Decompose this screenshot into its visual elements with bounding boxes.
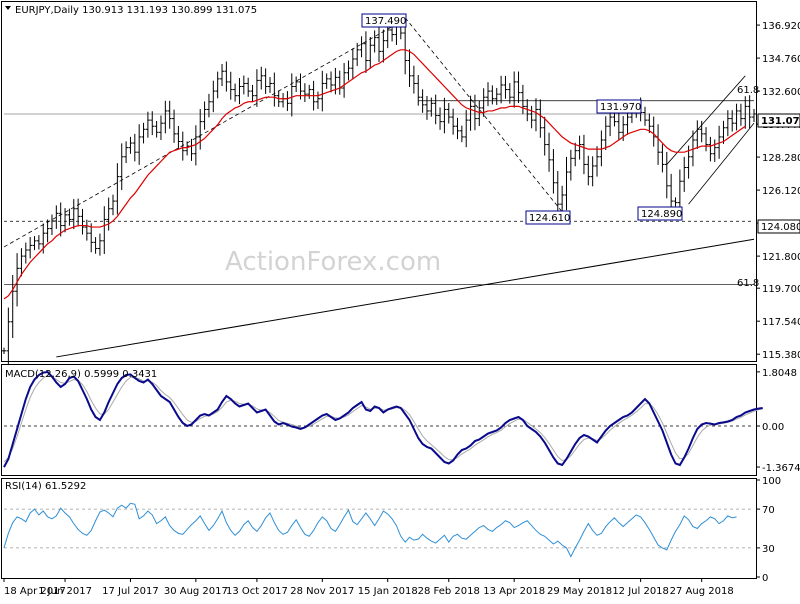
x-axis-label: 30 Aug 2017 <box>164 586 228 597</box>
channel-upper <box>666 75 746 165</box>
price-panel-title: EURJPY,Daily 130.913 131.193 130.899 131… <box>15 5 257 16</box>
annotation-137490: 137.490 <box>365 16 406 27</box>
dropdown-triangle-icon <box>5 6 11 10</box>
price-axis-label: 115.380 <box>762 350 800 361</box>
annotation-131970: 131.970 <box>600 102 641 113</box>
x-axis-label: 27 Aug 2018 <box>670 586 734 597</box>
x-axis-label: 13 Oct 2017 <box>226 586 288 597</box>
macd-axis-label: 1.8048 <box>762 368 797 379</box>
price-axis-label: 136.920 <box>762 21 800 32</box>
level-price-box <box>757 219 800 234</box>
price-axis-label: 128.280 <box>762 153 800 164</box>
fib-label-upper: 61.8 <box>737 85 759 96</box>
x-axis-label: 13 Apr 2018 <box>483 586 545 597</box>
x-axis-label: 28 Feb 2018 <box>418 586 480 597</box>
annotation-box-124610 <box>525 210 571 225</box>
price-axis-label: 117.540 <box>762 317 800 328</box>
macd-panel-title: MACD(12,26,9) 0.5999 0.3431 <box>5 369 157 380</box>
moving-average-line <box>3 49 746 300</box>
price-layer <box>2 13 756 366</box>
price-axis-label: 119.700 <box>762 284 800 295</box>
x-axis-label: 28 Nov 2017 <box>290 586 354 597</box>
x-axis-label: 15 Jan 2018 <box>358 586 418 597</box>
price-panel-frame <box>1 1 757 362</box>
x-axis-label: 1 Jun 2017 <box>38 586 92 597</box>
annotation-box-high <box>361 13 407 28</box>
price-axis-label: 121.800 <box>762 252 800 263</box>
rsi-panel-title: RSI(14) 61.5292 <box>5 481 86 492</box>
trendline-long <box>56 238 755 358</box>
axis-highlights: 131.075 124.080 <box>757 113 800 234</box>
last-price-label: 131.075 <box>761 116 800 127</box>
price-axis-label: 126.120 <box>762 186 800 197</box>
panel-titles: EURJPY,Daily 130.913 131.193 130.899 131… <box>3 3 257 492</box>
watermark: ActionForex.com <box>225 247 441 277</box>
macd-panel-frame <box>1 364 757 476</box>
channel-lower <box>688 122 755 205</box>
macd-signal-line <box>3 375 763 463</box>
rsi-panel-frame <box>1 478 757 579</box>
rsi-axis-label: 70 <box>762 505 775 516</box>
panel-frames <box>1 1 757 579</box>
annotation-box-124890 <box>637 206 683 221</box>
annotation-124890: 124.890 <box>641 209 682 220</box>
macd-axis-label: -1.3674 <box>762 463 800 474</box>
x-axis-label: 29 May 2018 <box>547 586 612 597</box>
rsi-axis-label: 30 <box>762 544 775 555</box>
rsi-axis-label: 100 <box>762 476 781 487</box>
price-annotations: 137.490 131.970 124.610 124.890 61.8 61.… <box>361 13 759 289</box>
level-price-label: 124.080 <box>761 222 800 233</box>
rsi-layer <box>3 502 754 558</box>
annotation-box-131970 <box>596 99 642 114</box>
macd-line <box>3 370 763 468</box>
fib-label-lower: 61.8 <box>737 278 759 289</box>
last-price-box <box>757 113 800 128</box>
price-axis-label: 132.600 <box>762 87 800 98</box>
rsi-axis-label: 0 <box>762 573 768 584</box>
rsi-line <box>3 502 737 558</box>
x-axis-label: 17 Jul 2017 <box>102 586 159 597</box>
x-axis-label: 18 Apr 2017 <box>4 586 66 597</box>
annotation-124610: 124.610 <box>529 213 570 224</box>
macd-axis-label: 0.00 <box>762 422 784 433</box>
macd-layer <box>3 370 763 468</box>
x-axis-label: 12 Jul 2018 <box>612 586 669 597</box>
price-axis-label: 134.760 <box>762 54 800 65</box>
